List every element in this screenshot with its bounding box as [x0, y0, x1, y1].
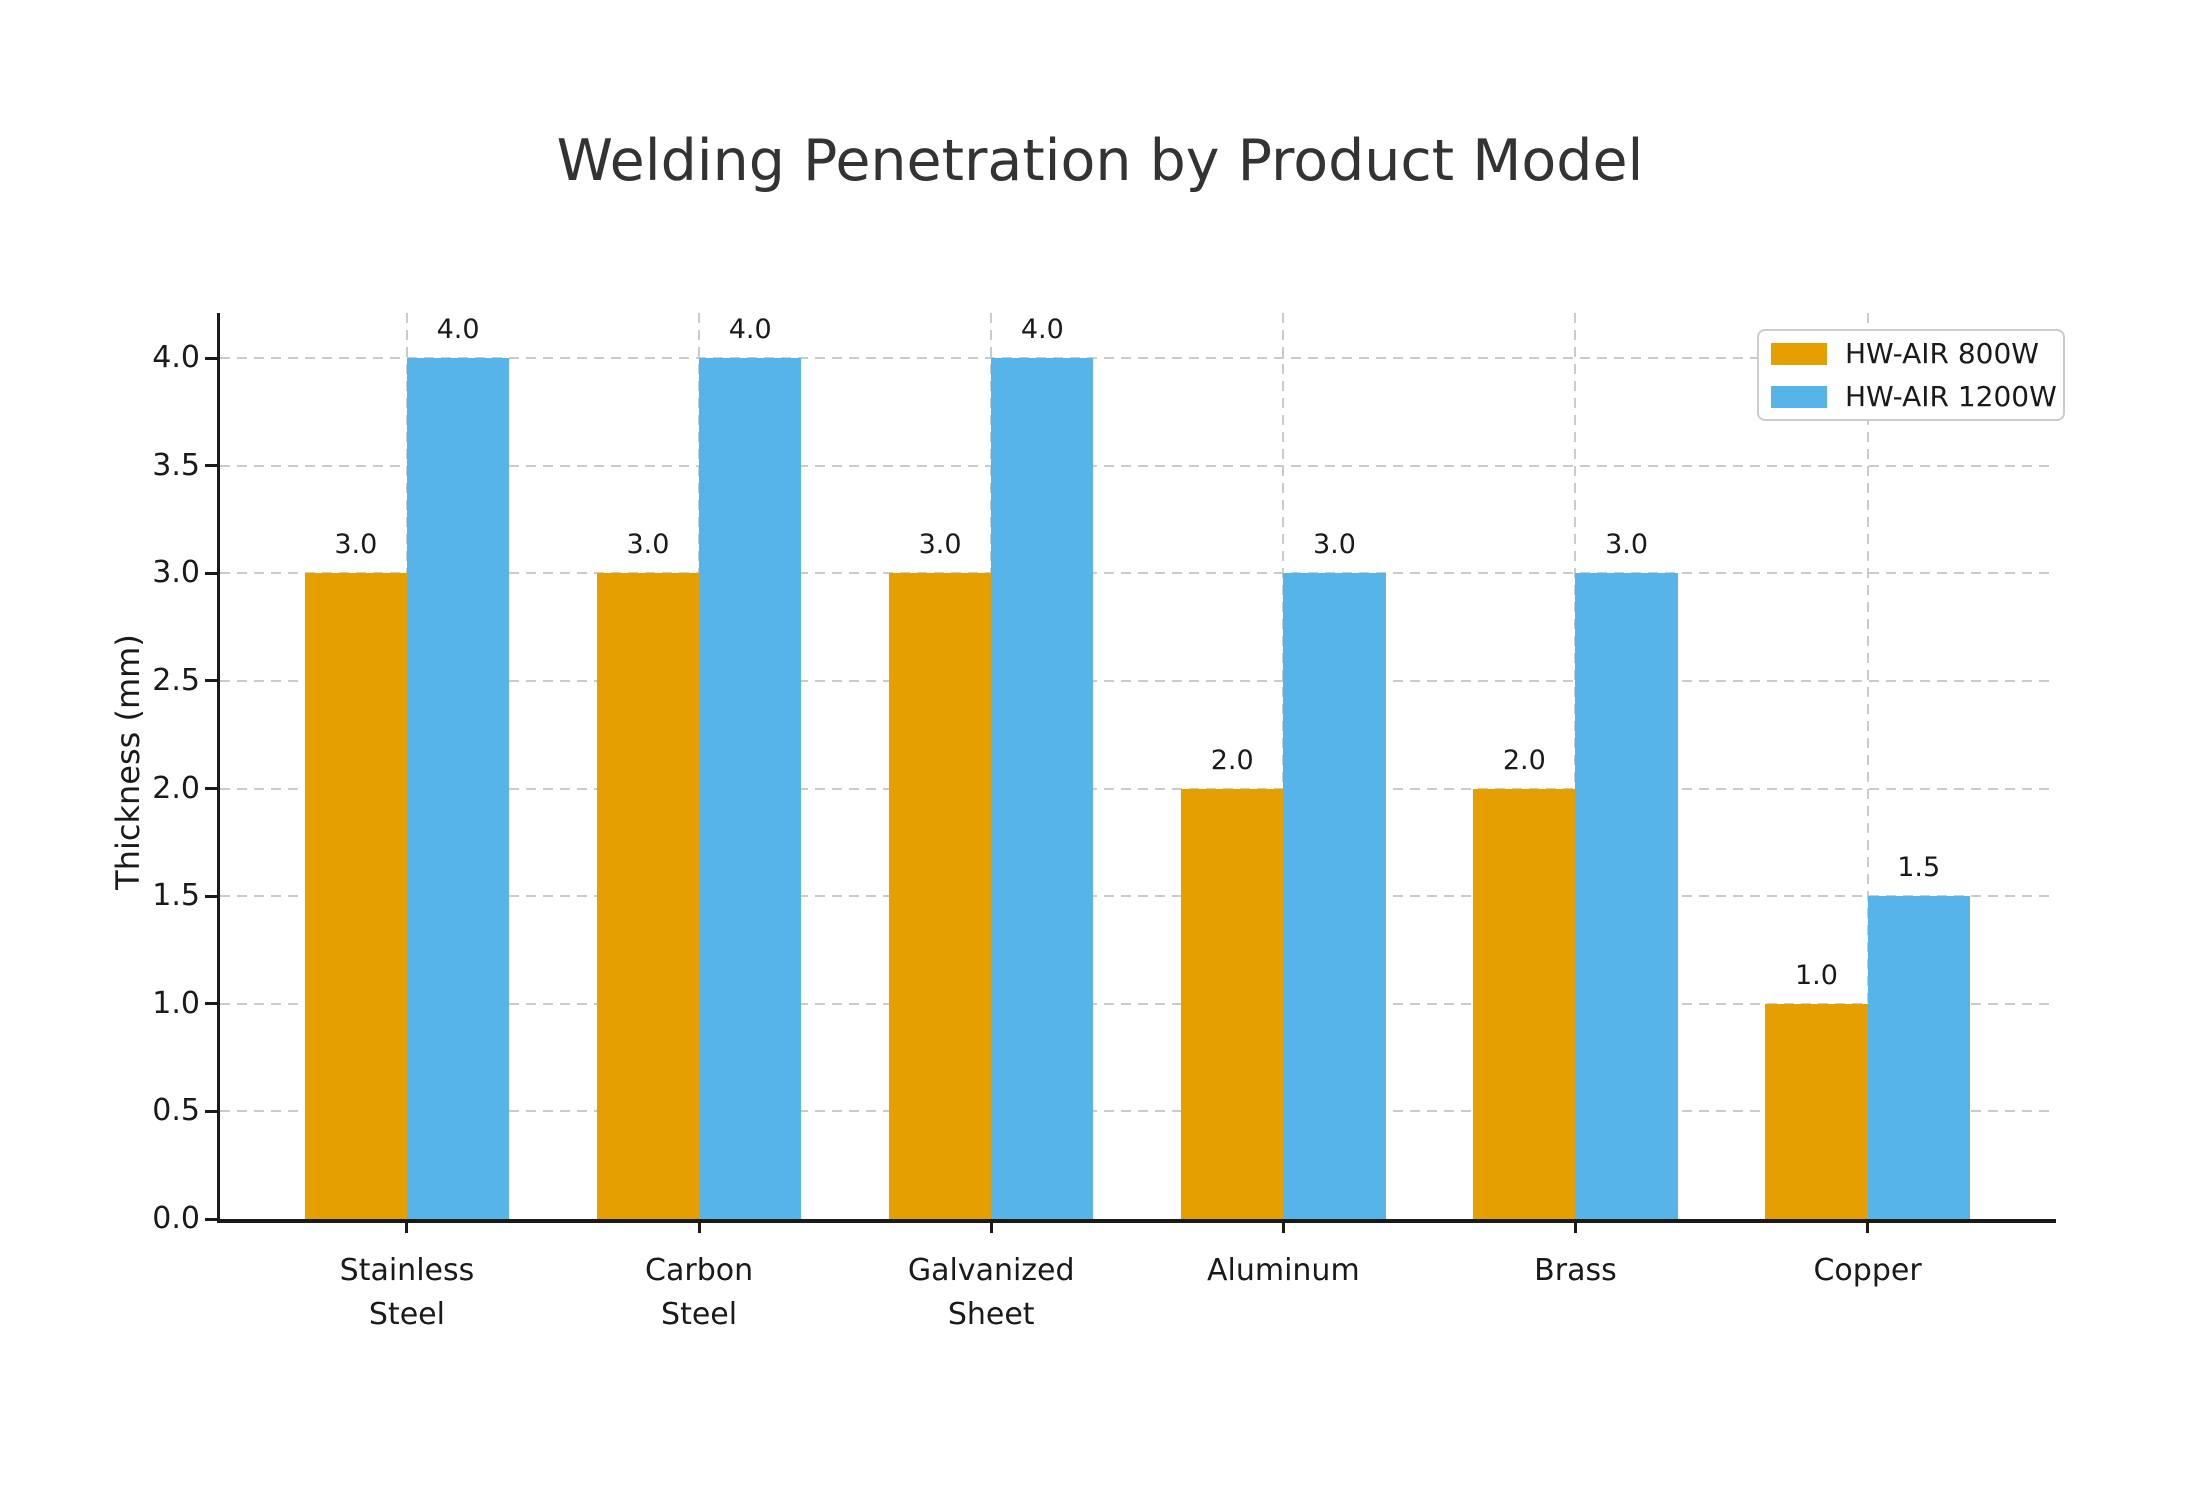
- bar-value-label: 4.0: [436, 314, 480, 346]
- x-tick-label: Stainless Steel: [339, 1253, 475, 1332]
- x-tick-mark: [1281, 1221, 1285, 1233]
- x-tick-mark: [1866, 1221, 1870, 1233]
- y-tick-label: 4.0: [152, 340, 200, 376]
- h-gridline: [220, 1110, 2056, 1113]
- bar-hw-air-800w: [1181, 788, 1284, 1219]
- y-tick-mark: [205, 787, 217, 791]
- v-gridline: [1866, 313, 1869, 1219]
- y-tick-label: 3.5: [152, 447, 200, 483]
- y-tick-mark: [205, 679, 217, 683]
- h-gridline: [220, 464, 2056, 467]
- bar-value-label: 1.5: [1897, 852, 1941, 884]
- bar-hw-air-1200w: [991, 358, 1094, 1219]
- legend-label-800w: HW-AIR 800W: [1845, 337, 2039, 370]
- x-tick-mark: [405, 1221, 409, 1233]
- y-tick-label: 1.0: [152, 985, 200, 1021]
- y-tick-mark: [205, 571, 217, 575]
- bar-hw-air-800w: [304, 573, 407, 1219]
- bar-value-label: 4.0: [728, 314, 772, 346]
- bar-hw-air-1200w: [699, 358, 802, 1219]
- bar-value-label: 1.0: [1794, 959, 1838, 991]
- x-tick-mark: [989, 1221, 993, 1233]
- y-tick-mark: [205, 1109, 217, 1113]
- bar-hw-air-800w: [1765, 1003, 1868, 1219]
- bar-value-label: 3.0: [1605, 529, 1649, 561]
- y-tick-label: 1.5: [152, 878, 200, 914]
- h-gridline: [220, 895, 2056, 898]
- y-tick-label: 2.5: [152, 662, 200, 698]
- y-tick-mark: [205, 1002, 217, 1006]
- h-gridline: [220, 1002, 2056, 1005]
- bar-value-label: 3.0: [918, 529, 962, 561]
- plot-area: 0.0 0.5 1.0 1.5 2.0 2.5 3.0 3.5 4.0 Stainless Stee…: [152, 313, 2056, 1332]
- legend-swatch-800w: [1771, 342, 1827, 365]
- h-gridline: [220, 787, 2056, 790]
- y-tick-mark: [205, 356, 217, 360]
- x-tick-label: Copper: [1813, 1253, 1922, 1288]
- legend-item-800w: HW-AIR 800W: [1771, 337, 2051, 370]
- y-tick-label: 2.0: [152, 770, 200, 806]
- x-tick-label: Carbon Steel: [645, 1253, 754, 1332]
- bar-value-label: 4.0: [1020, 314, 1064, 346]
- y-tick-mark: [205, 1217, 217, 1221]
- x-tick-mark: [697, 1221, 701, 1233]
- bar-hw-air-1200w: [1283, 573, 1386, 1219]
- bar-hw-air-800w: [888, 573, 992, 1219]
- legend-label-1200w: HW-AIR 1200W: [1845, 380, 2057, 413]
- x-tick-label: Galvanized Sheet: [907, 1253, 1075, 1332]
- h-gridline: [220, 357, 2056, 360]
- bar-value-label: 3.0: [626, 529, 670, 561]
- x-tick-label: Brass: [1534, 1253, 1617, 1288]
- y-tick-label: 3.0: [152, 555, 200, 591]
- bar-hw-air-1200w: [1575, 573, 1678, 1219]
- legend: HW-AIR 800W HW-AIR 1200W: [1757, 329, 2065, 421]
- x-axis-spine: [217, 1219, 2056, 1223]
- chart-title: Welding Penetration by Product Model: [556, 128, 1644, 194]
- y-tick-label: 0.0: [152, 1201, 200, 1236]
- bar-hw-air-800w: [1473, 788, 1576, 1219]
- legend-item-1200w: HW-AIR 1200W: [1771, 380, 2057, 413]
- bar-value-label: 2.0: [1502, 744, 1546, 776]
- x-tick-label: Aluminum: [1206, 1253, 1360, 1288]
- legend-swatch-1200w: [1771, 385, 1827, 408]
- bar-value-label: 3.0: [1312, 529, 1356, 561]
- y-tick-mark: [205, 894, 217, 898]
- bar-hw-air-1200w: [406, 358, 510, 1219]
- x-tick-mark: [1573, 1221, 1577, 1233]
- bar-value-label: 2.0: [1210, 744, 1254, 776]
- bar-hw-air-1200w: [1867, 896, 1970, 1219]
- y-tick-mark: [205, 464, 217, 468]
- bar-hw-air-800w: [596, 573, 700, 1219]
- bar-value-label: 3.0: [334, 529, 378, 561]
- h-gridline: [220, 679, 2056, 682]
- y-tick-label: 0.5: [152, 1093, 200, 1129]
- y-axis-spine: [217, 313, 220, 1222]
- h-gridline: [220, 572, 2056, 575]
